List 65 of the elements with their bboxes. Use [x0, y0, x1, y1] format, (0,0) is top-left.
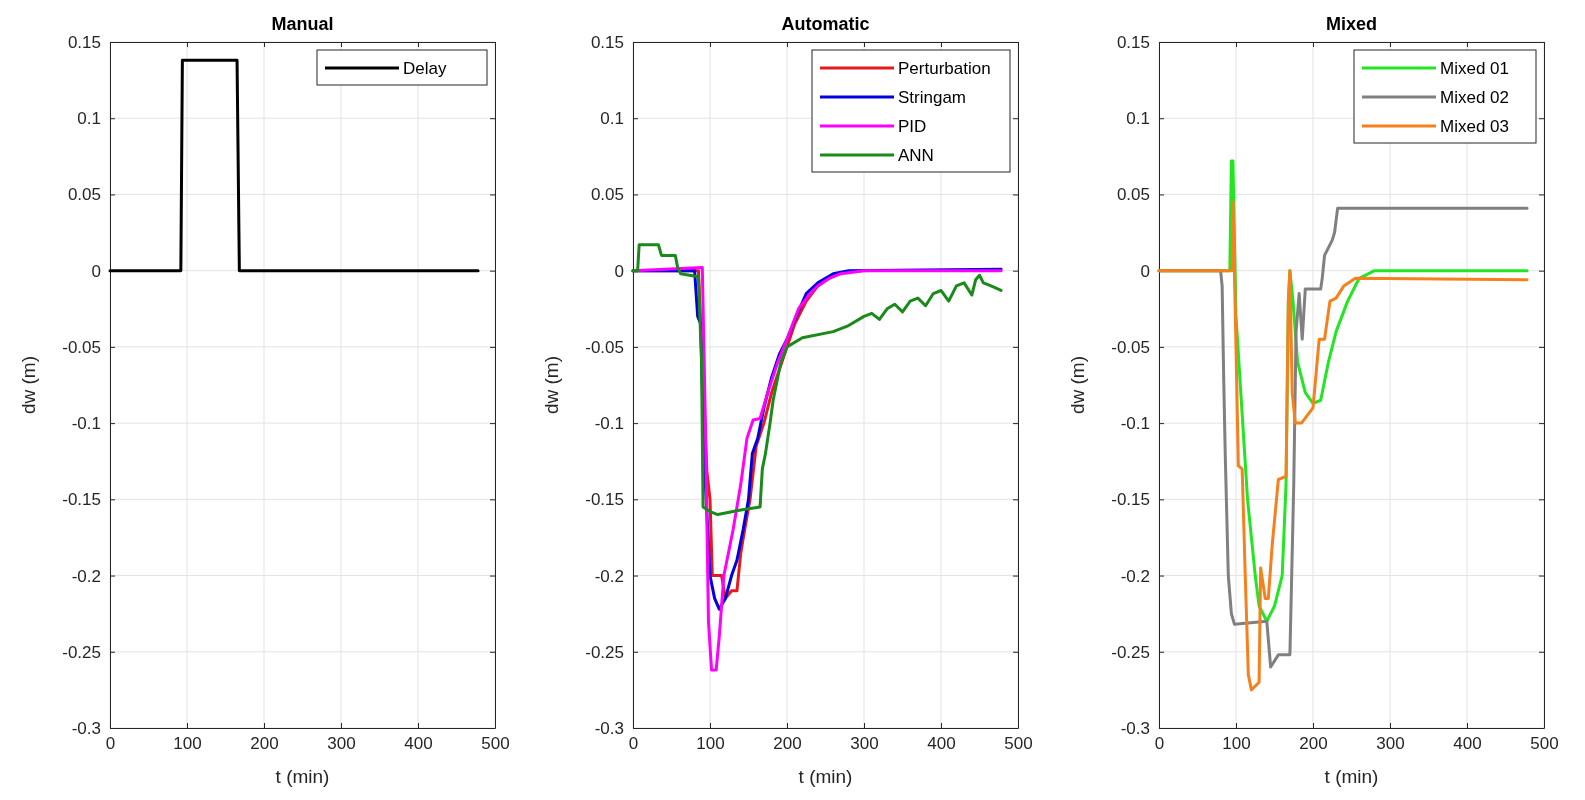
- x-axis-title: t (min): [1324, 766, 1379, 787]
- legend-label: Perturbation: [898, 59, 991, 78]
- y-tick-label: -0.2: [594, 566, 624, 586]
- x-tick-label: 400: [404, 734, 433, 754]
- y-axis-title: dw (m): [18, 355, 39, 415]
- legend-label: Mixed 03: [1440, 117, 1509, 136]
- x-axis-title: t (min): [798, 766, 853, 787]
- y-tick-label: 0.1: [77, 109, 101, 129]
- x-tick-label: 500: [1530, 734, 1559, 754]
- x-tick-label: 300: [327, 734, 356, 754]
- y-tick-label: 0.15: [67, 32, 101, 52]
- x-tick-label: 300: [850, 734, 879, 754]
- y-tick-label: 0.05: [1116, 185, 1150, 205]
- y-tick-label: -0.25: [62, 642, 101, 662]
- legend-label: Stringam: [898, 88, 967, 107]
- y-tick-label: 0.05: [67, 185, 101, 205]
- x-tick-label: 500: [481, 734, 510, 754]
- y-tick-label: -0.1: [594, 414, 624, 434]
- x-tick-label: 100: [696, 734, 725, 754]
- y-tick-label: 0.15: [590, 32, 624, 52]
- chart-title: Automatic: [781, 14, 870, 34]
- x-tick-label: 200: [773, 734, 802, 754]
- y-tick-label: -0.2: [71, 566, 101, 586]
- y-tick-label: -0.3: [594, 718, 624, 738]
- y-tick-label: 0.05: [590, 185, 624, 205]
- legend-label: Delay: [403, 59, 447, 78]
- y-tick-label: -0.05: [585, 337, 624, 357]
- y-axis-title: dw (m): [1067, 355, 1088, 415]
- x-tick-label: 0: [105, 734, 116, 754]
- y-tick-label: -0.15: [62, 490, 101, 510]
- legend-label: Mixed 02: [1440, 88, 1509, 107]
- y-tick-label: -0.25: [1111, 642, 1150, 662]
- y-tick-label: -0.3: [71, 718, 101, 738]
- y-tick-label: -0.15: [1111, 490, 1150, 510]
- x-axis-title: t (min): [275, 766, 330, 787]
- x-tick-label: 500: [1004, 734, 1033, 754]
- y-tick-label: 0: [1140, 261, 1150, 281]
- y-tick-label: -0.15: [585, 490, 624, 510]
- legend-label: Mixed 01: [1440, 59, 1509, 78]
- y-tick-label: -0.05: [1111, 337, 1150, 357]
- y-tick-label: -0.2: [1120, 566, 1150, 586]
- y-tick-label: -0.1: [1120, 414, 1150, 434]
- y-axis-title: dw (m): [541, 355, 562, 415]
- legend-label: PID: [898, 117, 927, 136]
- y-tick-label: -0.25: [585, 642, 624, 662]
- chart-title: Mixed: [1325, 14, 1378, 34]
- x-tick-label: 100: [173, 734, 202, 754]
- y-tick-label: 0: [614, 261, 624, 281]
- y-tick-label: 0.1: [1126, 109, 1150, 129]
- y-tick-label: -0.05: [62, 337, 101, 357]
- x-tick-label: 0: [1154, 734, 1165, 754]
- y-tick-label: 0: [91, 261, 101, 281]
- y-tick-label: 0.15: [1116, 32, 1150, 52]
- legend-label: ANN: [898, 146, 934, 165]
- x-tick-label: 0: [628, 734, 639, 754]
- x-tick-label: 300: [1376, 734, 1405, 754]
- y-tick-label: -0.1: [71, 414, 101, 434]
- x-tick-label: 400: [927, 734, 956, 754]
- x-tick-label: 400: [1453, 734, 1482, 754]
- x-tick-label: 200: [250, 734, 279, 754]
- y-tick-label: -0.3: [1120, 718, 1150, 738]
- chart-title: Manual: [271, 14, 334, 34]
- x-tick-label: 200: [1299, 734, 1328, 754]
- x-tick-label: 100: [1222, 734, 1251, 754]
- y-tick-label: 0.1: [600, 109, 624, 129]
